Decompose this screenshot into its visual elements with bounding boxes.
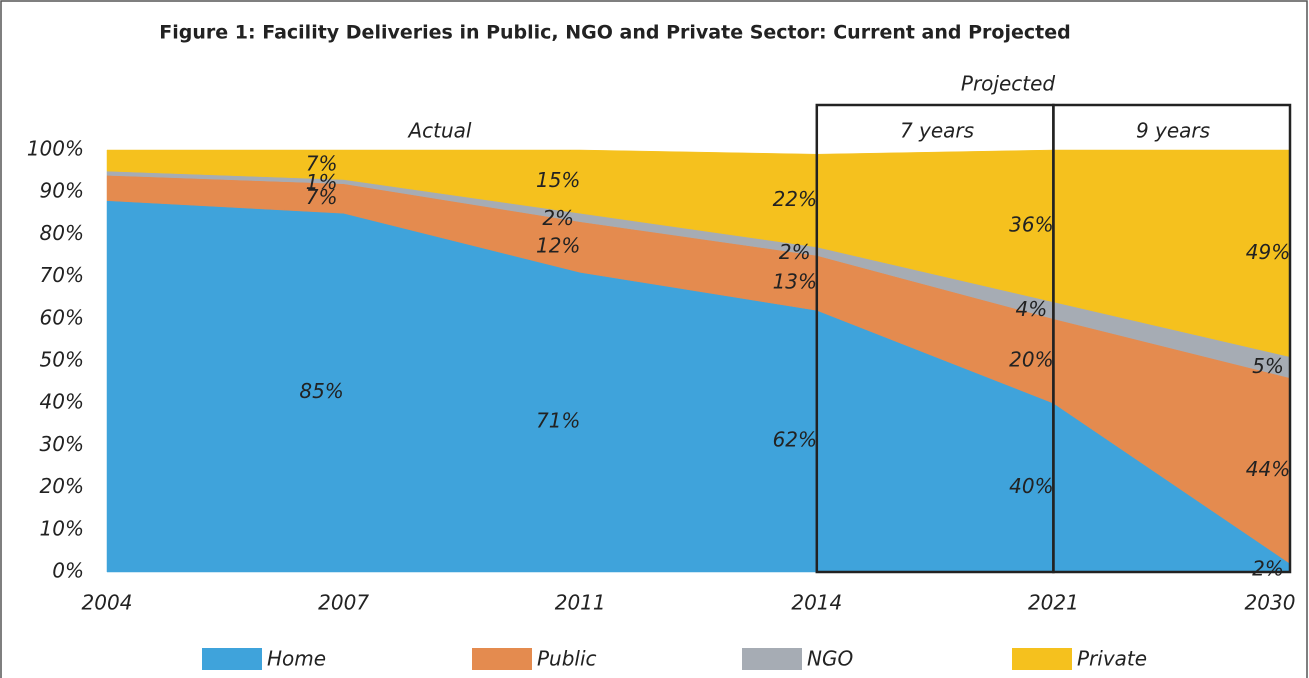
data-label: 49% bbox=[1246, 240, 1290, 264]
legend-label: Private bbox=[1077, 647, 1147, 671]
data-label: 1% bbox=[306, 170, 338, 194]
data-label: 40% bbox=[1009, 474, 1053, 498]
data-label: 4% bbox=[1016, 297, 1048, 321]
data-label: 22% bbox=[773, 187, 817, 211]
x-tick-label: 2021 bbox=[1028, 591, 1079, 615]
annotation: Actual bbox=[406, 119, 471, 143]
y-tick-label: 70% bbox=[40, 263, 84, 287]
data-label: 7% bbox=[306, 185, 338, 209]
x-tick-label: 2007 bbox=[318, 591, 369, 615]
data-label: 5% bbox=[1252, 354, 1284, 378]
data-label: 62% bbox=[773, 428, 817, 452]
legend-label: Home bbox=[267, 647, 326, 671]
annotation: 7 years bbox=[900, 119, 974, 143]
legend-swatch bbox=[1012, 648, 1072, 670]
annotation: Projected bbox=[961, 72, 1056, 96]
x-tick-label: 2004 bbox=[82, 591, 133, 615]
x-tick-label: 2014 bbox=[791, 591, 842, 615]
legend-swatch bbox=[202, 648, 262, 670]
data-label: 36% bbox=[1009, 212, 1053, 236]
data-label: 2% bbox=[542, 206, 574, 230]
legend-swatch bbox=[472, 648, 532, 670]
annotation: 9 years bbox=[1136, 119, 1210, 143]
data-label: 13% bbox=[773, 269, 817, 293]
overlay: 85% 71% 62% 40% 2% 7% 12% 13% 20% 44% 1% 2% 2% 4% 5% 7%… bbox=[299, 103, 1292, 580]
y-tick-label: 30% bbox=[40, 432, 84, 456]
data-label: 20% bbox=[1009, 348, 1053, 372]
data-label: 44% bbox=[1246, 457, 1290, 481]
data-label: 2% bbox=[1252, 556, 1284, 580]
data-label: 2% bbox=[779, 240, 811, 264]
y-tick-label: 50% bbox=[40, 348, 84, 372]
legend-label: Public bbox=[537, 647, 597, 671]
data-label: 12% bbox=[536, 234, 580, 258]
y-tick-label: 100% bbox=[27, 137, 84, 161]
data-label: 15% bbox=[536, 168, 580, 192]
plot bbox=[106, 149, 1291, 573]
projection-box bbox=[1052, 103, 1292, 574]
x-tick-label: 2030 bbox=[1245, 591, 1296, 615]
x-tick-label: 2011 bbox=[555, 591, 606, 615]
y-tick-label: 80% bbox=[40, 221, 84, 245]
data-label: 7% bbox=[306, 151, 338, 175]
y-tick-label: 60% bbox=[40, 305, 84, 329]
data-label: 71% bbox=[536, 409, 580, 433]
legend-label: NGO bbox=[807, 647, 853, 671]
data-label: 85% bbox=[299, 379, 343, 403]
legend-swatch bbox=[742, 648, 802, 670]
y-tick-label: 20% bbox=[40, 474, 84, 498]
y-tick-label: 90% bbox=[40, 179, 84, 203]
y-tick-label: 10% bbox=[40, 516, 84, 540]
y-tick-label: 40% bbox=[40, 390, 84, 414]
y-tick-label: 0% bbox=[52, 559, 84, 583]
chart-title: Figure 1: Facility Deliveries in Public,… bbox=[159, 22, 1070, 44]
